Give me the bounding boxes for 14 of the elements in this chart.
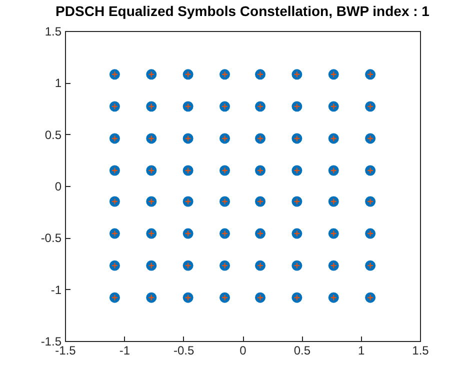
- x-tick-label: 1.5: [412, 344, 430, 358]
- y-tick-label: 0.5: [44, 128, 62, 142]
- y-tick-label: -1: [50, 282, 62, 297]
- y-tick-label: -0.5: [40, 231, 62, 246]
- y-tick-label: 1: [54, 76, 62, 90]
- y-tick-label: 1.5: [44, 24, 62, 38]
- y-tick-label: 0: [54, 180, 62, 194]
- x-tick-label: -0.5: [173, 344, 194, 358]
- x-tick-label: 0: [240, 344, 247, 358]
- x-tick-label: 1: [358, 344, 365, 358]
- x-tick-label: 0.5: [294, 344, 311, 358]
- x-tick-label: -1: [119, 344, 130, 358]
- y-tick-label: -1.5: [40, 334, 62, 348]
- chart-title: PDSCH Equalized Symbols Constellation, BWP index : 1: [56, 3, 430, 19]
